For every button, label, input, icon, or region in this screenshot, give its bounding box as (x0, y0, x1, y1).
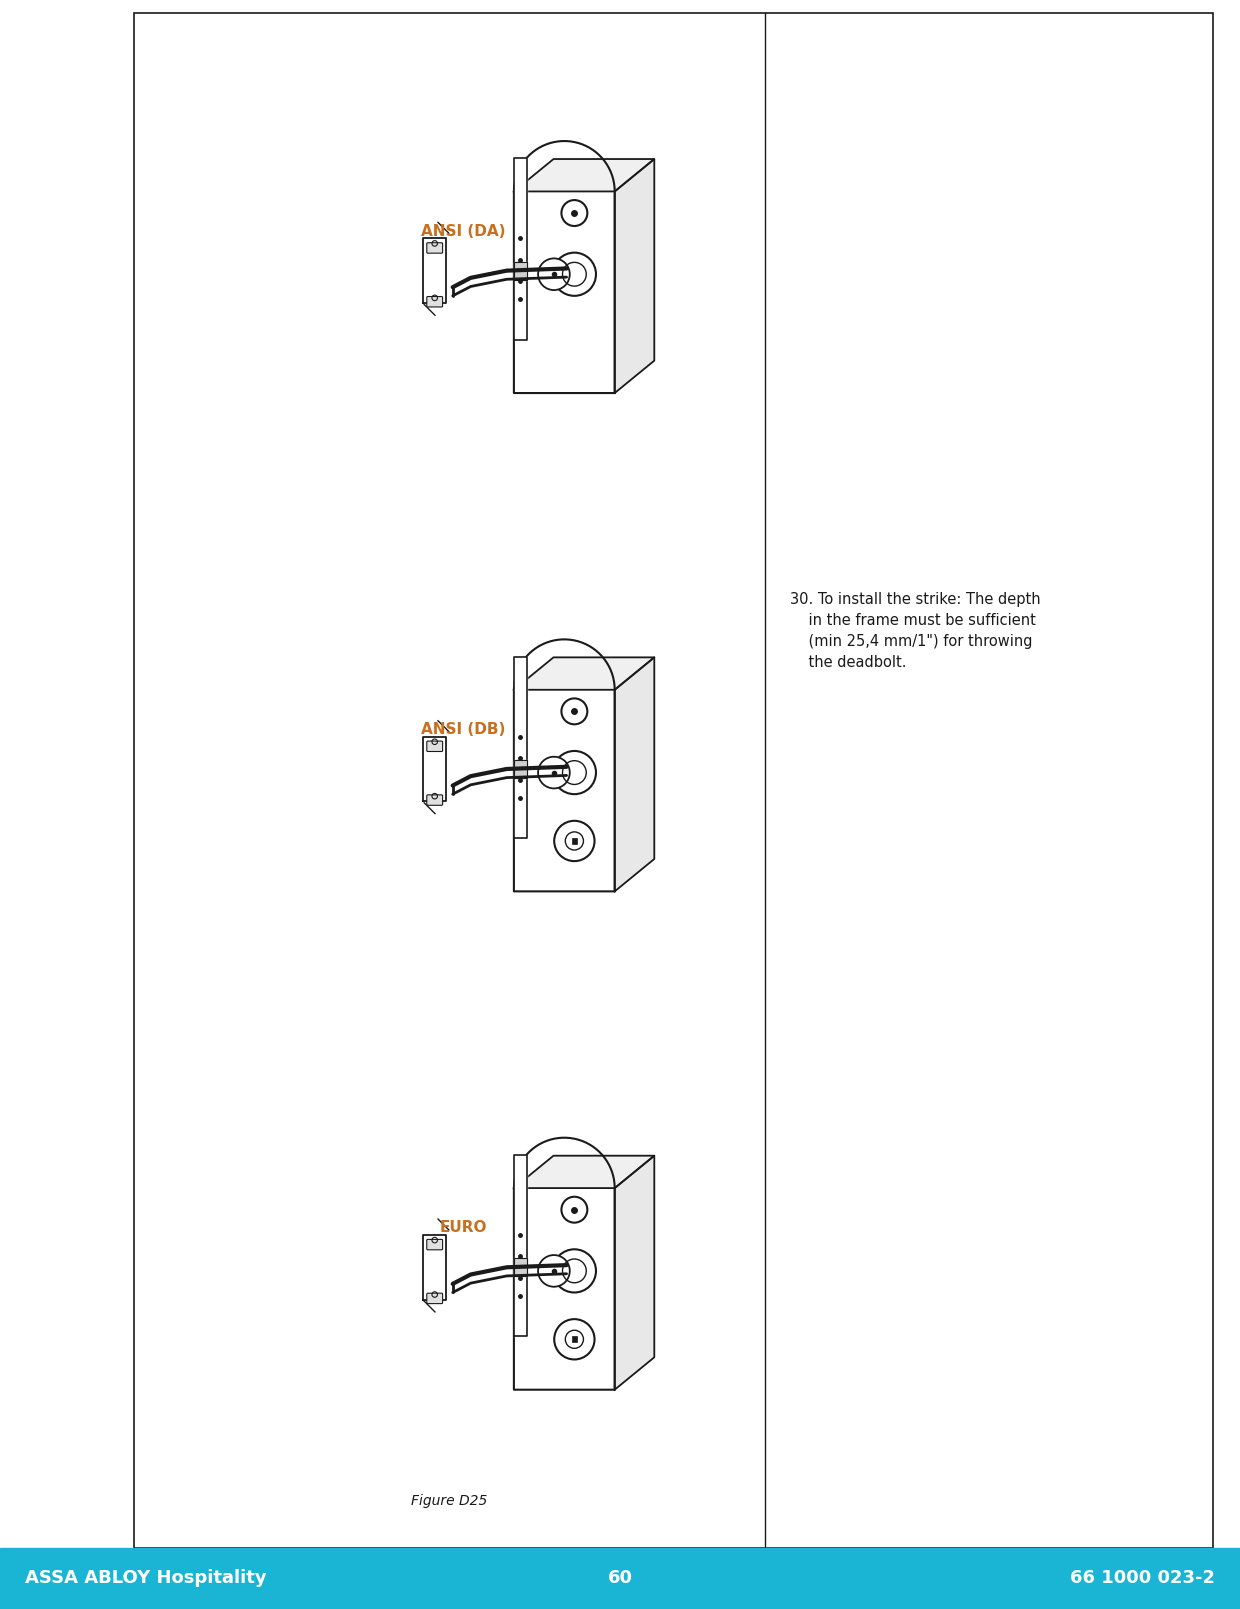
Polygon shape (615, 1155, 655, 1390)
Polygon shape (513, 158, 527, 339)
Polygon shape (513, 1138, 615, 1390)
Text: Figure D25: Figure D25 (412, 1493, 487, 1508)
Text: 66 1000 023-2: 66 1000 023-2 (1070, 1569, 1215, 1588)
Circle shape (538, 756, 569, 788)
Polygon shape (513, 759, 527, 779)
Text: 30. To install the strike: The depth
    in the frame must be sufficient
    (mi: 30. To install the strike: The depth in … (790, 592, 1040, 669)
Circle shape (553, 1249, 596, 1292)
Polygon shape (423, 737, 446, 801)
Circle shape (562, 1197, 588, 1223)
Circle shape (538, 259, 569, 290)
Polygon shape (513, 656, 527, 838)
Polygon shape (513, 1155, 655, 1187)
Polygon shape (423, 1234, 446, 1300)
Circle shape (554, 821, 594, 861)
FancyBboxPatch shape (427, 1239, 443, 1250)
Circle shape (538, 1255, 569, 1287)
Circle shape (562, 698, 588, 724)
Circle shape (554, 1319, 594, 1360)
Bar (572, 838, 578, 843)
FancyBboxPatch shape (427, 795, 443, 804)
Polygon shape (615, 658, 655, 891)
Polygon shape (423, 238, 446, 302)
Polygon shape (513, 142, 615, 393)
Polygon shape (513, 658, 655, 690)
Text: ANSI (DA): ANSI (DA) (422, 224, 506, 238)
Polygon shape (513, 1155, 527, 1335)
Polygon shape (615, 159, 655, 393)
Bar (134, 13, 1213, 1548)
Text: 60: 60 (608, 1569, 632, 1588)
FancyBboxPatch shape (427, 296, 443, 307)
Circle shape (562, 200, 588, 225)
Circle shape (553, 751, 596, 795)
Text: ANSI (DB): ANSI (DB) (422, 722, 506, 737)
Text: ASSA ABLOY Hospitality: ASSA ABLOY Hospitality (25, 1569, 267, 1588)
Bar (572, 1337, 578, 1342)
Polygon shape (513, 159, 655, 191)
FancyBboxPatch shape (427, 742, 443, 751)
FancyBboxPatch shape (427, 1294, 443, 1303)
Circle shape (553, 253, 596, 296)
Polygon shape (513, 639, 615, 891)
Polygon shape (513, 1258, 527, 1276)
Bar (0, 1548, 1240, 1609)
Polygon shape (513, 262, 527, 280)
Text: EURO: EURO (440, 1220, 487, 1236)
FancyBboxPatch shape (427, 243, 443, 253)
